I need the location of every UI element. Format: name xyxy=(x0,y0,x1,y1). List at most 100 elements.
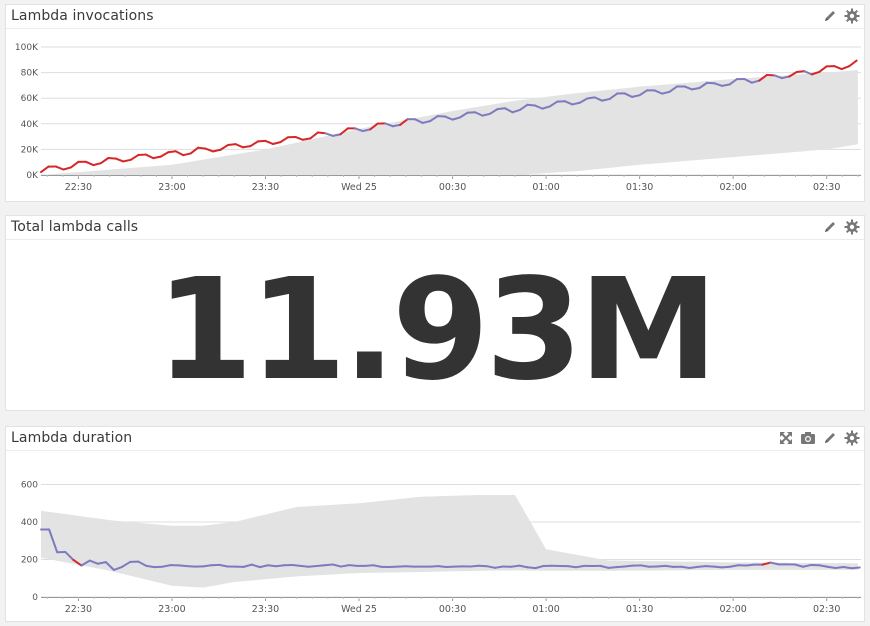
series-segment xyxy=(599,564,610,569)
series-segment xyxy=(850,566,861,570)
series-segment xyxy=(803,70,813,76)
expand-icon[interactable] xyxy=(777,429,794,446)
widget-title: Lambda invocations xyxy=(11,8,154,24)
series-segment xyxy=(548,100,559,108)
y-tick-label: 200 xyxy=(21,556,38,566)
series-segment xyxy=(578,97,589,104)
series-segment xyxy=(159,151,170,158)
x-tick-label: 01:00 xyxy=(532,604,559,615)
series-segment xyxy=(534,564,545,570)
series-segment xyxy=(691,86,701,91)
series-segment xyxy=(437,565,448,569)
y-tick-label: 0K xyxy=(26,171,39,181)
series-segment xyxy=(391,123,402,128)
series-segment xyxy=(234,143,245,149)
series-segment xyxy=(780,75,791,80)
series-segment xyxy=(92,162,102,167)
series-segment xyxy=(112,565,124,571)
series-segment xyxy=(369,122,379,131)
series-segment xyxy=(144,153,155,160)
series-segment xyxy=(712,565,723,569)
series-segment xyxy=(316,131,327,135)
y-tick-label: 100K xyxy=(15,43,39,53)
series-segment xyxy=(826,565,837,570)
series-segment xyxy=(698,81,708,89)
series-segment xyxy=(818,65,828,73)
series-segment xyxy=(571,101,581,106)
lambda-invocations-widget: Lambda invocations 0K 20K 40K 60K 80K 100K 22:… xyxy=(5,4,865,202)
series-segment xyxy=(668,85,679,93)
series-segment xyxy=(429,115,439,123)
series-segment xyxy=(459,111,469,119)
x-tick-label: 01:30 xyxy=(626,182,653,193)
series-segment xyxy=(511,108,521,114)
series-segment xyxy=(372,564,383,568)
series-segment xyxy=(750,79,761,84)
series-segment xyxy=(309,131,319,140)
series-segment xyxy=(364,564,375,567)
y-tick-label: 60K xyxy=(21,94,39,104)
widget-header: Total lambda calls xyxy=(6,216,864,240)
pencil-icon[interactable] xyxy=(821,218,838,235)
series-segment xyxy=(728,78,738,86)
series-segment xyxy=(758,74,768,82)
series-segment xyxy=(788,70,798,78)
series-segment xyxy=(301,137,312,141)
series-segment xyxy=(631,94,641,98)
series-segment xyxy=(469,564,480,568)
series-segment xyxy=(481,112,491,117)
series-segment xyxy=(848,59,858,68)
series-segment xyxy=(802,563,813,568)
widget-tools xyxy=(777,429,860,446)
gear-icon[interactable] xyxy=(843,218,860,235)
series-segment xyxy=(696,565,707,568)
series-segment xyxy=(608,92,619,100)
series-segment xyxy=(88,559,99,565)
series-segment xyxy=(104,561,115,571)
series-segment xyxy=(664,564,675,568)
series-segment xyxy=(533,104,544,110)
series-segment xyxy=(653,89,664,95)
x-tick-label: 01:00 xyxy=(532,182,559,193)
series-segment xyxy=(518,564,529,569)
camera-icon[interactable] xyxy=(799,429,816,446)
series-segment xyxy=(291,564,302,567)
query-value: 11.93M xyxy=(155,249,718,412)
gear-icon[interactable] xyxy=(843,7,860,24)
series-segment xyxy=(114,157,125,163)
gear-icon[interactable] xyxy=(843,429,860,446)
series-segment xyxy=(384,122,394,128)
widget-tools xyxy=(821,7,860,24)
x-tick-label: Wed 25 xyxy=(341,182,377,193)
series-segment xyxy=(331,133,342,137)
series-segment xyxy=(639,564,650,568)
series-segment xyxy=(121,560,132,568)
series-segment xyxy=(444,115,454,121)
series-segment xyxy=(526,566,537,570)
series-segment xyxy=(315,564,326,568)
series-segment xyxy=(242,563,253,568)
series-segment xyxy=(688,565,699,569)
series-segment xyxy=(510,564,521,568)
widget-header: Lambda invocations xyxy=(6,5,864,29)
pencil-icon[interactable] xyxy=(821,429,838,446)
series-segment xyxy=(615,565,626,569)
series-segment xyxy=(761,561,772,566)
series-segment xyxy=(174,150,185,157)
series-segment xyxy=(683,85,694,91)
total-lambda-calls-widget: Total lambda calls 11.93M xyxy=(5,215,865,411)
series-segment xyxy=(227,143,237,146)
series-segment xyxy=(593,96,604,102)
y-tick-label: 80K xyxy=(21,69,39,79)
x-tick-label: 23:00 xyxy=(158,182,185,193)
series-segment xyxy=(84,160,95,167)
series-segment xyxy=(601,97,611,102)
series-segment xyxy=(161,564,172,568)
series-segment xyxy=(331,563,342,568)
series-segment xyxy=(99,156,110,165)
series-segment xyxy=(485,565,496,569)
series-segment xyxy=(204,147,215,153)
x-tick-label: 23:30 xyxy=(252,182,279,193)
series-segment xyxy=(474,111,484,117)
pencil-icon[interactable] xyxy=(821,7,838,24)
